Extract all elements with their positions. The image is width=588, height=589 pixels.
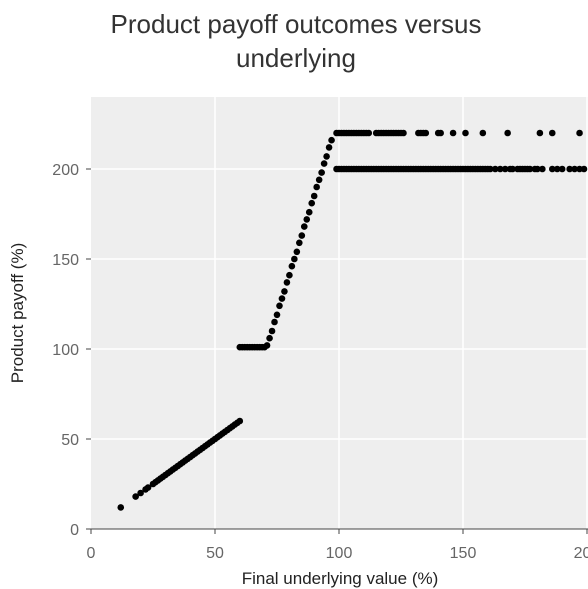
data-point [308,199,316,207]
axes [86,168,588,534]
data-point [571,165,578,173]
data-point [576,129,583,137]
x-tick-label: 200 [574,545,588,562]
x-tick-label: 50 [206,545,224,562]
y-tick-label: 150 [52,252,79,269]
data-point [449,129,457,137]
data-point [281,288,288,295]
data-point [486,165,494,173]
y-tick-label: 100 [52,342,79,359]
data-point [509,165,516,173]
data-point [526,165,534,173]
data-point [320,160,328,167]
data-point [437,129,444,137]
x-tick-label: 100 [326,545,353,562]
data-point [479,129,487,137]
data-point [300,223,308,230]
data-point [558,165,566,173]
data-point [496,165,504,173]
data-point [303,216,311,223]
data-point [137,489,144,497]
y-tick-label: 0 [70,522,79,539]
data-point [144,484,152,491]
data-point [462,129,469,137]
data-point [325,144,333,151]
data-point [293,248,301,256]
chart-title-line-2: underlying [236,43,356,73]
chart-title-line-1: Product payoff outcomes versus [111,9,482,39]
data-point [291,255,298,263]
data-point [271,318,278,326]
data-point [305,208,313,216]
data-point [266,334,273,342]
data-point [263,342,271,349]
data-point [400,129,407,137]
x-axis-label: Final underlying value (%) [242,569,439,588]
data-point [318,169,325,176]
data-point [315,176,323,184]
data-point [548,165,556,173]
data-point [365,129,373,137]
data-point [534,165,541,173]
data-point [504,129,511,137]
data-point [283,279,291,286]
data-point [422,129,430,137]
data-point [566,165,573,173]
data-point [310,192,318,200]
data-point [117,504,125,511]
data-point [298,232,306,239]
data-point [548,129,556,137]
data-point [501,165,509,173]
tick-labels: 0 50 100 150 200 0 50 100 150 200 [52,162,588,562]
data-point [539,165,546,173]
y-tick-label: 50 [61,432,79,449]
data-point [536,129,544,137]
x-tick-label: 150 [450,545,477,562]
data-point [288,262,296,270]
data-point [296,239,303,247]
data-point [278,295,286,302]
data-point [268,327,276,335]
data-point [132,493,139,500]
data-point [313,183,320,191]
data-point [286,271,293,279]
data-point [580,165,588,173]
data-point [328,136,335,144]
y-axis-label: Product payoff (%) [8,243,27,383]
data-point [276,302,283,310]
data-point [273,311,281,319]
data-point [553,165,561,173]
data-points [117,129,588,511]
data-point [491,165,499,173]
data-point [323,153,330,160]
x-tick-label: 0 [87,545,96,562]
data-point [236,417,244,425]
y-tick-label: 200 [52,162,79,179]
